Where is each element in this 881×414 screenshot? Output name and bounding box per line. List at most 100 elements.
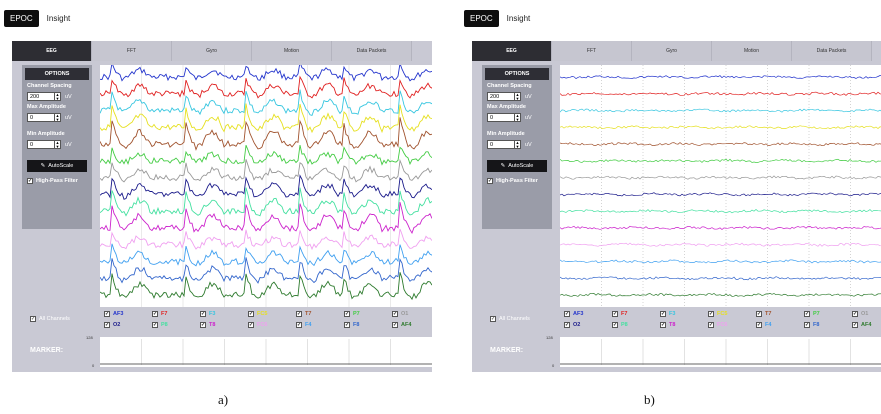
checkbox-icon[interactable]: ✓ — [708, 322, 714, 328]
channel-label: P7 — [353, 311, 360, 317]
autoscale-button[interactable]: ✎ AutoScale — [27, 160, 87, 172]
checkbox-icon[interactable]: ✓ — [564, 311, 570, 317]
checkbox-icon[interactable]: ✓ — [612, 322, 618, 328]
channel-toggle-p7[interactable]: ✓ P7 — [344, 311, 360, 317]
max-amplitude-stepper[interactable]: ▲ ▼ — [55, 113, 61, 122]
channel-toggle-t8[interactable]: ✓ T8 — [200, 322, 215, 328]
tab-data-packets[interactable]: Data Packets — [792, 41, 872, 61]
epoc-badge[interactable]: EPOC — [4, 9, 39, 27]
highpass-toggle[interactable]: ✓ High-Pass Filter — [482, 178, 552, 184]
checkbox-icon[interactable]: ✓ — [852, 322, 858, 328]
tab-gyro[interactable]: Gyro — [172, 41, 252, 61]
channel-toggle-f7[interactable]: ✓ F7 — [612, 311, 627, 317]
checkbox-icon[interactable]: ✓ — [27, 178, 33, 184]
channel-toggle-fc5[interactable]: ✓ FC5 — [708, 311, 727, 317]
checkbox-icon[interactable]: ✓ — [756, 311, 762, 317]
channel-toggle-p7[interactable]: ✓ P7 — [804, 311, 820, 317]
tab-data-packets[interactable]: Data Packets — [332, 41, 412, 61]
checkbox-icon[interactable]: ✓ — [344, 311, 350, 317]
checkbox-icon[interactable]: ✓ — [852, 311, 858, 317]
checkbox-icon[interactable]: ✓ — [392, 322, 398, 328]
channel-spacing-input[interactable]: 200 — [27, 92, 55, 101]
min-amplitude-stepper[interactable]: ▲ ▼ — [515, 140, 521, 149]
checkbox-icon[interactable]: ✓ — [660, 311, 666, 317]
min-amplitude-input[interactable]: 0 — [487, 140, 515, 149]
eeg-trace-line — [100, 243, 432, 267]
checkbox-icon[interactable]: ✓ — [612, 311, 618, 317]
channel-toggle-p8[interactable]: ✓ P8 — [152, 322, 168, 328]
channel-toggle-f7[interactable]: ✓ F7 — [152, 311, 167, 317]
channel-toggle-f8[interactable]: ✓ F8 — [344, 322, 359, 328]
channel-toggle-t7[interactable]: ✓ T7 — [756, 311, 771, 317]
channel-toggle-f3[interactable]: ✓ F3 — [660, 311, 675, 317]
panel-b: EPOC Insight EEG FFT Gyro Motion Data Pa… — [464, 0, 881, 407]
channel-toggle-af3[interactable]: ✓ AF3 — [564, 311, 583, 317]
channel-toggle-o1[interactable]: ✓ O1 — [852, 311, 868, 317]
checkbox-icon[interactable]: ✓ — [564, 322, 570, 328]
channel-spacing-stepper[interactable]: ▲ ▼ — [515, 92, 521, 101]
marker-axis-max: 128 — [86, 335, 93, 340]
channel-label: FC6 — [717, 322, 728, 328]
tab-eeg[interactable]: EEG — [12, 41, 92, 61]
eeg-trace-line — [560, 192, 881, 197]
channel-toggle-t8[interactable]: ✓ T8 — [660, 322, 675, 328]
channel-toggle-p8[interactable]: ✓ P8 — [612, 322, 628, 328]
channel-toggle-o2[interactable]: ✓ O2 — [564, 322, 580, 328]
checkbox-icon[interactable]: ✓ — [804, 311, 810, 317]
channel-toggle-fc6[interactable]: ✓ FC6 — [248, 322, 267, 328]
checkbox-icon[interactable]: ✓ — [248, 311, 254, 317]
checkbox-icon[interactable]: ✓ — [200, 322, 206, 328]
autoscale-button[interactable]: ✎ AutoScale — [487, 160, 547, 172]
channel-toggle-af4[interactable]: ✓ AF4 — [852, 322, 871, 328]
checkbox-icon[interactable]: ✓ — [804, 322, 810, 328]
marker-label: MARKER: — [30, 347, 64, 354]
channel-toggle-f8[interactable]: ✓ F8 — [804, 322, 819, 328]
channel-spacing-stepper[interactable]: ▲ ▼ — [55, 92, 61, 101]
min-amplitude-stepper[interactable]: ▲ ▼ — [55, 140, 61, 149]
all-channels-toggle[interactable]: ✓ All Channels — [490, 316, 530, 322]
max-amplitude-input[interactable]: 0 — [27, 113, 55, 122]
checkbox-icon[interactable]: ✓ — [756, 322, 762, 328]
checkbox-icon[interactable]: ✓ — [152, 322, 158, 328]
tab-fft[interactable]: FFT — [552, 41, 632, 61]
channel-label: F4 — [305, 322, 312, 328]
epoc-badge[interactable]: EPOC — [464, 9, 499, 27]
tab-fft[interactable]: FFT — [92, 41, 172, 61]
checkbox-icon[interactable]: ✓ — [104, 311, 110, 317]
checkbox-icon[interactable]: ✓ — [708, 311, 714, 317]
tab-gyro[interactable]: Gyro — [632, 41, 712, 61]
highpass-toggle[interactable]: ✓ High-Pass Filter — [22, 178, 92, 184]
channel-toggle-f3[interactable]: ✓ F3 — [200, 311, 215, 317]
channel-toggle-o2[interactable]: ✓ O2 — [104, 322, 120, 328]
tab-eeg[interactable]: EEG — [472, 41, 552, 61]
checkbox-icon[interactable]: ✓ — [104, 322, 110, 328]
channel-toggle-af3[interactable]: ✓ AF3 — [104, 311, 123, 317]
eeg-trace-line — [100, 272, 432, 301]
max-amplitude-stepper[interactable]: ▲ ▼ — [515, 113, 521, 122]
channel-spacing-input[interactable]: 200 — [487, 92, 515, 101]
checkbox-icon[interactable]: ✓ — [660, 322, 666, 328]
channel-toggle-f4[interactable]: ✓ F4 — [756, 322, 771, 328]
all-channels-toggle[interactable]: ✓ All Channels — [30, 316, 70, 322]
checkbox-icon[interactable]: ✓ — [30, 316, 36, 322]
checkbox-icon[interactable]: ✓ — [152, 311, 158, 317]
channel-toggle-f4[interactable]: ✓ F4 — [296, 322, 311, 328]
channel-toggle-o1[interactable]: ✓ O1 — [392, 311, 408, 317]
checkbox-icon[interactable]: ✓ — [248, 322, 254, 328]
tab-motion[interactable]: Motion — [252, 41, 332, 61]
checkbox-icon[interactable]: ✓ — [296, 311, 302, 317]
checkbox-icon[interactable]: ✓ — [200, 311, 206, 317]
max-amplitude-input[interactable]: 0 — [487, 113, 515, 122]
channel-label: F4 — [765, 322, 772, 328]
min-amplitude-input[interactable]: 0 — [27, 140, 55, 149]
channel-toggle-t7[interactable]: ✓ T7 — [296, 311, 311, 317]
tab-motion[interactable]: Motion — [712, 41, 792, 61]
checkbox-icon[interactable]: ✓ — [490, 316, 496, 322]
channel-toggle-af4[interactable]: ✓ AF4 — [392, 322, 411, 328]
checkbox-icon[interactable]: ✓ — [487, 178, 493, 184]
checkbox-icon[interactable]: ✓ — [392, 311, 398, 317]
checkbox-icon[interactable]: ✓ — [344, 322, 350, 328]
channel-toggle-fc5[interactable]: ✓ FC5 — [248, 311, 267, 317]
checkbox-icon[interactable]: ✓ — [296, 322, 302, 328]
channel-toggle-fc6[interactable]: ✓ FC6 — [708, 322, 727, 328]
